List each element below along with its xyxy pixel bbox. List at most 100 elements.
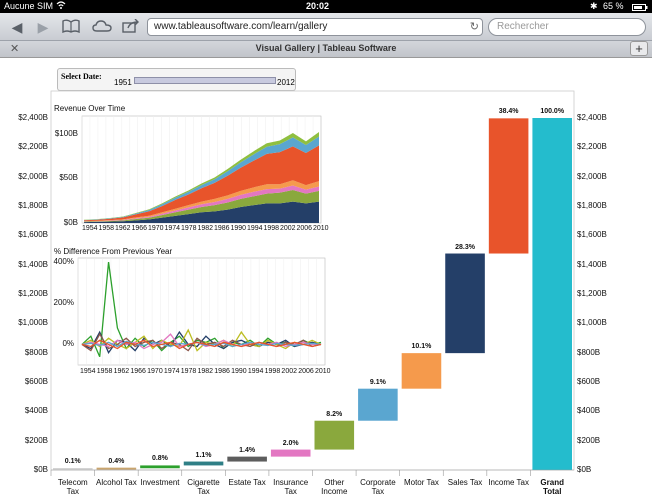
browser-toolbar: ◀ ▶ www.tableausoftware.com/learn/galler… — [0, 13, 652, 41]
category-label: Investment — [138, 478, 182, 487]
area-series — [84, 136, 319, 221]
icloud-icon[interactable] — [92, 19, 112, 35]
date-range-slider[interactable] — [134, 77, 276, 84]
area-y-tick: $50B — [59, 173, 78, 183]
category-label: Telecom Tax — [51, 478, 95, 496]
category-label-line: Sales Tax — [447, 478, 483, 487]
line-y-tick: 200% — [53, 298, 74, 308]
waterfall-bar — [401, 353, 442, 389]
status-bar: Aucune SIM 20:02 ✱ 65 % — [0, 0, 652, 13]
waterfall-bar — [140, 465, 180, 469]
waterfall-bar — [358, 388, 398, 421]
category-label: Alcohol Tax — [95, 478, 139, 487]
category-label: Cigarette Tax — [182, 478, 226, 496]
y-tick-label-right: $1,200B — [577, 289, 607, 298]
waterfall-bar — [488, 118, 529, 254]
line-x-tick: 1966 — [130, 368, 146, 375]
line-x-tick: 1954 — [80, 368, 96, 375]
bookmarks-icon[interactable] — [62, 19, 80, 35]
bluetooth-icon: ✱ — [590, 1, 598, 11]
area-x-tick: 1982 — [197, 225, 214, 232]
area-x-tick: 1990 — [230, 225, 247, 232]
area-x-tick: 1966 — [131, 225, 148, 232]
date-filter-label: Select Date: — [61, 72, 102, 81]
bar-value-label: 8.2% — [326, 410, 343, 418]
category-label-line: Tax — [284, 487, 297, 496]
date-filter: Select Date: 1951 2012 — [57, 68, 296, 91]
waterfall-bar — [314, 420, 355, 450]
area-series — [84, 145, 319, 222]
area-x-tick: 1962 — [115, 225, 131, 232]
chart-labels: $0B $0B $200B $200B $400B $400B $600B $600B $800… — [0, 58, 652, 496]
area-x-tick: 2006 — [296, 225, 313, 232]
category-label-line: Motor Tax — [403, 478, 439, 487]
category-label-line: Grand Total — [540, 478, 564, 496]
category-label-line: Other — [324, 478, 345, 487]
category-label: Income Tax — [487, 478, 531, 487]
carrier-label: Aucune SIM — [4, 1, 54, 11]
line-x-tick: 1974 — [163, 368, 180, 375]
y-tick-label-right: $0B — [577, 465, 592, 474]
url-field[interactable]: www.tableausoftware.com/learn/gallery ↻ — [147, 18, 483, 36]
line-series — [81, 339, 322, 350]
bar-value-label: 1.4% — [239, 446, 256, 454]
y-tick-label-left: $200B — [24, 435, 48, 445]
category-label-line: Corporate — [360, 478, 396, 487]
y-tick-label-right: $200B — [577, 435, 601, 445]
y-tick-label-right: $2,200B — [577, 142, 607, 152]
category-label: Motor Tax — [400, 478, 444, 487]
y-tick-label-left: $2,200B — [18, 142, 48, 152]
waterfall-bar — [270, 449, 311, 457]
area-x-tick: 1994 — [247, 225, 263, 232]
category-label-line: Estate Tax — [228, 478, 266, 487]
url-text: www.tableausoftware.com/learn/gallery — [154, 21, 328, 32]
waterfall-chart — [50, 90, 575, 476]
y-tick-label-right: $600B — [577, 377, 601, 386]
category-label-line: Income — [321, 487, 348, 496]
y-tick-label-left: $1,600B — [18, 230, 48, 240]
reload-icon[interactable]: ↻ — [469, 21, 479, 33]
tab-title[interactable]: Visual Gallery | Tableau Software — [255, 43, 397, 53]
close-tab-icon[interactable]: ✕ — [10, 43, 20, 55]
bar-value-label: 1.1% — [195, 451, 212, 459]
line-x-tick: 1990 — [231, 368, 247, 375]
area-x-tick: 1970 — [148, 225, 164, 232]
y-tick-label-right: $1,400B — [577, 259, 607, 269]
area-x-tick: 2010 — [313, 225, 329, 232]
category-label-line: Tax — [371, 487, 385, 496]
y-tick-label-left: $1,400B — [18, 259, 48, 269]
line-x-tick: 1982 — [197, 368, 214, 375]
category-label-line: Investment — [140, 478, 180, 487]
forward-icon[interactable]: ▶ — [37, 19, 49, 35]
area-series — [84, 180, 319, 222]
category-label-line: Tax — [197, 487, 210, 496]
share-icon[interactable] — [122, 18, 140, 35]
y-tick-label-left: $600B — [24, 377, 48, 386]
category-label: Sales Tax — [443, 478, 487, 487]
line-y-tick: 0% — [62, 339, 74, 349]
y-tick-label-left: $1,000B — [18, 318, 48, 328]
y-tick-label-left: $0B — [33, 465, 48, 474]
back-icon[interactable]: ◀ — [11, 19, 23, 35]
waterfall-bar — [53, 468, 93, 470]
line-y-tick: 400% — [53, 257, 74, 267]
line-x-tick: 1986 — [214, 368, 230, 375]
category-label: Insurance Tax — [269, 478, 313, 496]
new-tab-icon[interactable]: + — [630, 41, 648, 56]
area-chart-title: Revenue Over Time — [54, 104, 126, 113]
y-tick-label-right: $1,000B — [577, 318, 607, 328]
waterfall-bar — [445, 253, 485, 354]
line-x-tick: 1978 — [180, 368, 197, 375]
y-tick-label-right: $1,800B — [577, 201, 607, 210]
y-tick-label-left: $2,400B — [18, 113, 48, 122]
area-x-tick: 1958 — [98, 225, 115, 232]
search-field[interactable]: Rechercher — [488, 18, 646, 36]
line-x-tick: 1962 — [113, 368, 130, 375]
category-label: Corporate Tax — [356, 478, 400, 496]
category-label: Estate Tax — [225, 478, 269, 487]
waterfall-bar — [227, 456, 267, 462]
area-x-tick: 1978 — [181, 225, 197, 232]
bar-value-label: 28.3% — [455, 243, 475, 251]
y-tick-label-left: $800B — [24, 347, 48, 357]
waterfall-bar — [532, 118, 572, 470]
